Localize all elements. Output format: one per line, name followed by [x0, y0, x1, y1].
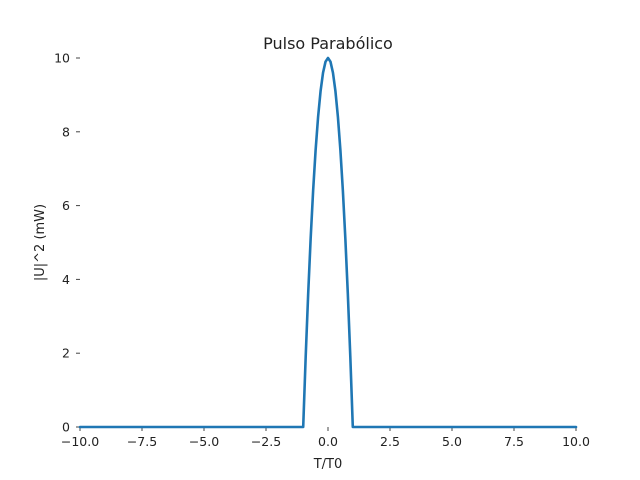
- x-tick-label: −7.5: [127, 434, 157, 449]
- series-layer: [78, 56, 578, 429]
- y-axis-label: |U|^2 (mW): [33, 204, 48, 281]
- x-axis-label: T/T0: [313, 457, 343, 472]
- y-tick-label: 0: [62, 420, 70, 435]
- x-axis-ticks: −10.0 −7.5 −5.0 −2.5 0.0 2.5 5.0 7.5 10.0: [61, 427, 590, 449]
- y-tick-label: 10: [54, 51, 70, 66]
- y-tick-label: 2: [62, 346, 70, 361]
- x-tick-label: 10.0: [562, 434, 590, 449]
- chart-title: Pulso Parabólico: [263, 34, 393, 53]
- x-tick-label: 2.5: [380, 434, 400, 449]
- y-tick-label: 8: [62, 124, 70, 139]
- x-tick-label: 7.5: [504, 434, 524, 449]
- y-tick-label: 4: [62, 272, 70, 287]
- y-tick-label: 6: [62, 198, 70, 213]
- x-tick-label: 0.0: [318, 434, 338, 449]
- series-line: [78, 56, 578, 429]
- x-tick-label: −2.5: [251, 434, 281, 449]
- x-tick-label: −10.0: [61, 434, 99, 449]
- x-tick-label: −5.0: [189, 434, 219, 449]
- y-axis-ticks: 0 2 4 6 8 10: [54, 51, 80, 435]
- x-tick-label: 5.0: [442, 434, 462, 449]
